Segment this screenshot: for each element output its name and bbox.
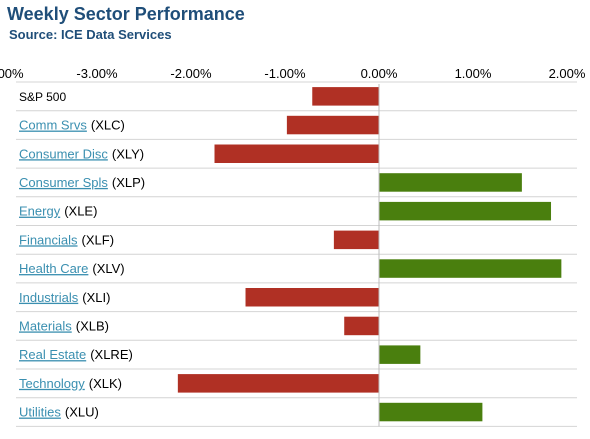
category-label[interactable]: Real Estate (XLRE)	[19, 347, 133, 362]
bar	[379, 402, 483, 422]
category-label[interactable]: Technology (XLK)	[19, 376, 122, 391]
sector-link[interactable]: Consumer Spls	[19, 175, 108, 190]
bar	[214, 144, 379, 163]
ticker-symbol: (XLB)	[76, 318, 109, 333]
bar	[344, 316, 379, 336]
bar	[379, 345, 421, 364]
category-label[interactable]: Health Care (XLV)	[19, 261, 125, 276]
sector-link[interactable]: Industrials	[19, 290, 79, 305]
ticker-symbol: (XLU)	[65, 405, 99, 420]
x-tick-label: -4.00%	[0, 66, 24, 81]
bar	[379, 259, 562, 278]
ticker-symbol: (XLE)	[64, 204, 97, 219]
sector-link[interactable]: Materials	[19, 318, 72, 333]
ticker-symbol: (XLC)	[91, 118, 125, 133]
ticker-symbol: (XLV)	[92, 261, 124, 276]
chart-subtitle: Source: ICE Data Services	[9, 27, 172, 42]
x-tick-label: -3.00%	[76, 66, 118, 81]
ticker-symbol: (XLY)	[112, 146, 144, 161]
bar	[245, 288, 379, 307]
sector-link[interactable]: Energy	[19, 204, 61, 219]
category-label[interactable]: Financials (XLF)	[19, 232, 114, 247]
index-name: S&P 500	[19, 90, 66, 104]
bars	[177, 87, 562, 422]
x-tick-label: 0.00%	[361, 66, 398, 81]
category-label[interactable]: Consumer Disc (XLY)	[19, 146, 144, 161]
sector-link[interactable]: Technology	[19, 376, 85, 391]
x-tick-label: 2.00%	[549, 66, 586, 81]
category-label[interactable]: Industrials (XLI)	[19, 290, 110, 305]
sector-link[interactable]: Real Estate	[19, 347, 86, 362]
bar	[286, 115, 379, 135]
category-label[interactable]: Comm Srvs (XLC)	[19, 118, 125, 133]
sector-link[interactable]: Utilities	[19, 405, 61, 420]
category-label[interactable]: Utilities (XLU)	[19, 405, 99, 420]
ticker-symbol: (XLK)	[89, 376, 122, 391]
sector-link[interactable]: Consumer Disc	[19, 146, 108, 161]
category-label: S&P 500	[19, 90, 66, 104]
bar	[177, 374, 379, 393]
chart-title: Weekly Sector Performance	[7, 4, 245, 24]
ticker-symbol: (XLI)	[82, 290, 110, 305]
category-label[interactable]: Consumer Spls (XLP)	[19, 175, 145, 190]
sector-link[interactable]: Financials	[19, 232, 78, 247]
bar	[379, 173, 522, 192]
ticker-symbol: (XLF)	[82, 232, 115, 247]
bar	[379, 201, 552, 221]
bar	[312, 87, 379, 106]
bar	[333, 230, 379, 250]
category-label[interactable]: Materials (XLB)	[19, 318, 109, 333]
sector-link[interactable]: Health Care	[19, 261, 88, 276]
ticker-symbol: (XLP)	[112, 175, 145, 190]
x-tick-label: -2.00%	[170, 66, 212, 81]
x-tick-label: 1.00%	[455, 66, 492, 81]
x-axis-ticks: -4.00%-3.00%-2.00%-1.00%0.00%1.00%2.00%3…	[0, 66, 586, 81]
sector-link[interactable]: Comm Srvs	[19, 118, 87, 133]
ticker-symbol: (XLRE)	[90, 347, 133, 362]
x-tick-label: -1.00%	[264, 66, 306, 81]
category-label[interactable]: Energy (XLE)	[19, 204, 97, 219]
